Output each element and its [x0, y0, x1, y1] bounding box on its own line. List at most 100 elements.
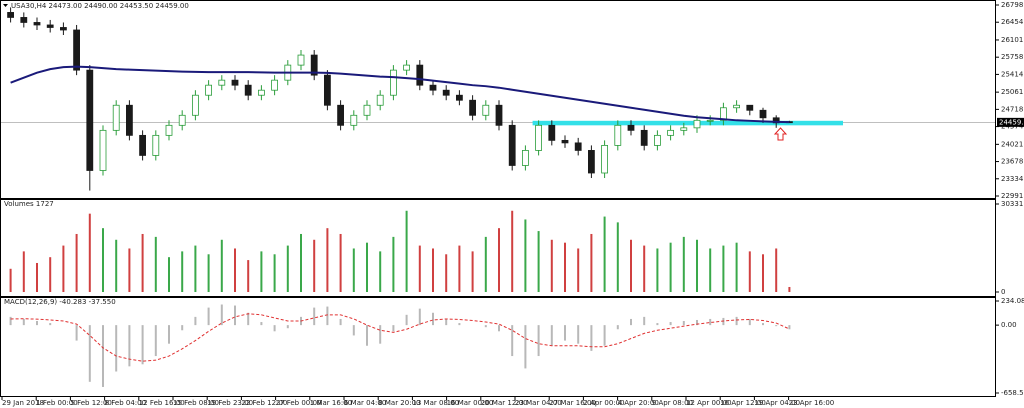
macd-bar — [458, 323, 461, 326]
volume-bar — [616, 222, 619, 292]
volume-bar — [432, 248, 434, 292]
volume-bar — [564, 242, 566, 292]
x-tick-label: 16 Mar 00:00 — [447, 399, 494, 407]
macd-bar — [234, 305, 236, 326]
candle-body — [363, 104, 371, 116]
x-tick-label: 8 Feb 04:00 — [105, 399, 146, 407]
macd-bar — [326, 306, 329, 326]
current-price-label: 24459.00 — [999, 118, 1024, 126]
x-tick-label: 12 Feb 16:00 — [139, 399, 185, 407]
volume-bar — [762, 254, 764, 292]
candle-body — [772, 117, 780, 124]
x-tick-label: 19 Apr 04:00 — [754, 399, 800, 407]
volume-bar — [115, 239, 118, 292]
candle-body — [482, 104, 490, 116]
macd-bar — [564, 325, 566, 341]
volume-bar — [379, 251, 382, 292]
macd-bar — [616, 325, 619, 330]
current-price-box — [997, 117, 1024, 127]
candle-body — [680, 127, 688, 131]
macd-bar — [220, 304, 223, 326]
candle-body — [693, 119, 701, 129]
volume-panel — [0, 199, 996, 297]
volume-bar — [9, 268, 12, 292]
candle-body — [706, 119, 714, 122]
macd-bar — [709, 318, 712, 326]
volume-bar — [445, 254, 448, 292]
volume-bar — [194, 245, 197, 292]
volume-bar — [775, 248, 778, 292]
candle-body — [126, 104, 133, 136]
macd-bar — [418, 308, 421, 326]
macd-bar — [748, 318, 751, 326]
macd-bar — [577, 325, 580, 344]
candle-body — [86, 69, 94, 171]
volume-bar — [735, 242, 738, 292]
macd-bar — [511, 325, 514, 357]
candle-body — [165, 124, 173, 136]
candle-body — [601, 144, 608, 174]
candle-body — [442, 89, 450, 96]
candle-body — [654, 134, 661, 146]
volume-bar — [603, 216, 606, 292]
zone — [532, 120, 843, 126]
macd-bar — [88, 325, 91, 382]
x-tick-label: 6 Mar 04:00 — [344, 399, 386, 407]
volume-bar — [392, 236, 395, 292]
volume-bar — [247, 260, 250, 292]
macd-bar — [603, 325, 606, 346]
candle-body — [178, 114, 186, 126]
volume-title: Volumes 1727 — [4, 200, 54, 208]
x-tick-label: 23 Mar 04:00 — [515, 399, 562, 407]
macd-bar — [656, 323, 659, 326]
y-tick-label: 23334.80 — [1001, 175, 1024, 183]
macd-bar — [788, 325, 791, 330]
volume-bar — [656, 248, 659, 292]
volume-bar — [643, 245, 646, 292]
x-tick-label: 27 Feb 00:00 — [276, 399, 322, 407]
candle-body — [535, 124, 542, 151]
moving-average — [10, 65, 790, 124]
volume-bar — [524, 219, 527, 292]
candle-body — [297, 54, 305, 66]
macd-bar — [286, 325, 289, 329]
macd-bar — [643, 316, 646, 326]
volume-bar — [141, 233, 144, 292]
candle-body — [205, 84, 213, 96]
y-tick-label: 30331 — [1001, 200, 1023, 208]
macd-bar — [168, 325, 170, 344]
candle-body — [20, 17, 28, 23]
candle-body — [73, 29, 80, 71]
macd-bar — [75, 325, 78, 341]
candle-body — [429, 84, 437, 91]
candle-body — [640, 129, 648, 146]
candle-body — [323, 74, 331, 106]
volume-bar — [326, 228, 329, 292]
y-tick-label: 26454.80 — [1001, 18, 1024, 26]
macd-bar — [484, 325, 487, 328]
candle-body — [271, 79, 279, 91]
candle-body — [746, 104, 754, 111]
y-tick-label: 22991.60 — [1001, 192, 1024, 200]
x-tick-label: 19 Feb 23:00 — [207, 399, 253, 407]
macd-bar — [735, 316, 738, 326]
volume-bar — [102, 228, 104, 292]
volume-bar — [498, 228, 500, 292]
volume-bar — [88, 213, 91, 292]
volume-bar — [550, 239, 553, 292]
volume-bar — [722, 245, 725, 292]
macd-bar — [36, 321, 38, 326]
x-tick-label: 15 Feb 08:00 — [173, 399, 219, 407]
candle-body — [7, 12, 14, 18]
candle-body — [627, 124, 635, 131]
volume-bar — [458, 245, 461, 292]
macd-bar — [669, 322, 672, 326]
menu-arrow[interactable] — [3, 4, 8, 7]
y-tick-label: -658.523 — [1001, 389, 1024, 397]
candle-body — [218, 79, 226, 86]
candle-body — [376, 94, 384, 106]
macd-bar — [445, 318, 448, 326]
macd-bar — [392, 325, 395, 332]
